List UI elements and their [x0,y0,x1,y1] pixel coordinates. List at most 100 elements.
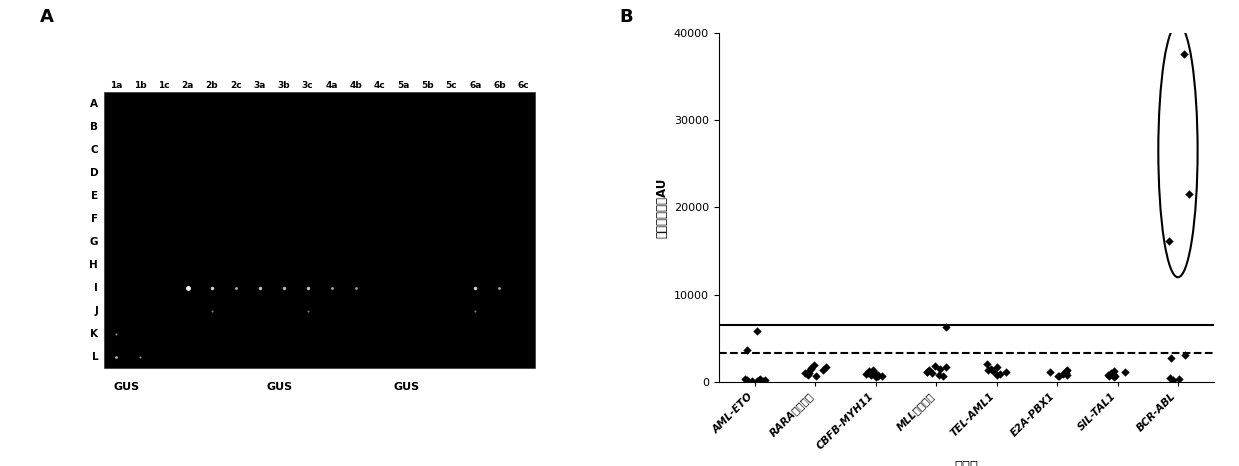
Point [747,377,767,384]
Text: B: B [620,7,633,26]
Point [987,371,1007,378]
Point [1098,371,1118,378]
Point [800,364,820,372]
Text: 1a: 1a [110,81,123,90]
Text: GUS: GUS [266,382,294,392]
Point [986,363,1006,371]
Point [1049,373,1069,380]
Point [933,373,953,380]
Text: 1c: 1c [159,81,170,90]
Point [1160,374,1180,382]
Point [862,366,882,374]
Point [1163,376,1183,384]
Point [1057,368,1077,375]
Text: GUS: GUS [393,382,420,392]
Text: 2a: 2a [182,81,195,90]
Point [1041,368,1061,376]
Text: H: H [89,260,98,270]
Point [1099,373,1119,380]
Point [1057,371,1077,378]
Point [983,368,1002,375]
Point [737,346,757,354]
Point [1178,191,1198,198]
Point [866,374,886,381]
Point [737,376,757,384]
Text: 2b: 2b [206,81,218,90]
Text: 5c: 5c [446,81,457,90]
Text: A: A [40,7,53,26]
Text: 4a: 4a [326,81,338,90]
Point [976,360,996,368]
Point [860,368,880,375]
Text: 4c: 4c [374,81,385,90]
Text: G: G [89,237,98,247]
Point [1104,374,1124,381]
Point [937,323,957,331]
Point [1048,372,1068,379]
Point [872,372,892,379]
Point [753,377,773,384]
Point [865,369,885,377]
Point [867,371,887,378]
Text: E: E [90,191,98,200]
Point [815,363,835,371]
Point [919,366,939,374]
Text: 1b: 1b [134,81,146,90]
Point [1168,375,1188,382]
Point [804,361,824,368]
Text: A: A [90,98,98,109]
Text: L: L [92,352,98,362]
Text: J: J [94,306,98,315]
Text: 5a: 5a [398,81,410,90]
Text: 6a: 6a [470,81,482,90]
Point [1158,237,1178,244]
Text: 6b: 6b [493,81,506,90]
Text: 3b: 3b [278,81,290,90]
Point [742,377,762,384]
Point [922,369,942,377]
Point [1175,351,1194,359]
Text: 3a: 3a [254,81,266,90]
Text: 3c: 3c [302,81,313,90]
Point [861,371,881,378]
Point [747,327,767,334]
Point [755,376,774,384]
Point [736,376,756,383]
Y-axis label: 荧光信号强度AU: 荧光信号强度AU [655,177,668,238]
Point [928,371,948,378]
Text: C: C [90,144,98,155]
Point [930,365,950,373]
Point [935,363,955,371]
Text: F: F [90,213,98,224]
Point [1101,369,1121,377]
Point [917,368,937,376]
Point [856,370,876,377]
Point [1161,354,1181,362]
Point [798,368,818,376]
Point [799,370,819,377]
Point [1105,372,1125,379]
Text: I: I [94,282,98,293]
Point [795,369,815,376]
X-axis label: 探针组: 探针组 [954,460,979,466]
Text: 6c: 6c [518,81,529,90]
Bar [104,92,535,368]
Point [981,365,1001,373]
Point [805,372,825,379]
Point [1115,368,1135,376]
Point [926,362,945,369]
Point [813,366,833,374]
Point [750,377,769,384]
Point [1057,366,1077,374]
Point [996,368,1016,376]
Text: 4b: 4b [349,81,362,90]
Point [857,369,877,376]
Point [990,370,1010,377]
Point [802,365,821,373]
Text: 5b: 5b [421,81,434,90]
Text: D: D [89,168,98,178]
Point [918,368,938,376]
Point [979,366,999,374]
Text: K: K [90,329,98,339]
Text: GUS: GUS [113,382,140,392]
